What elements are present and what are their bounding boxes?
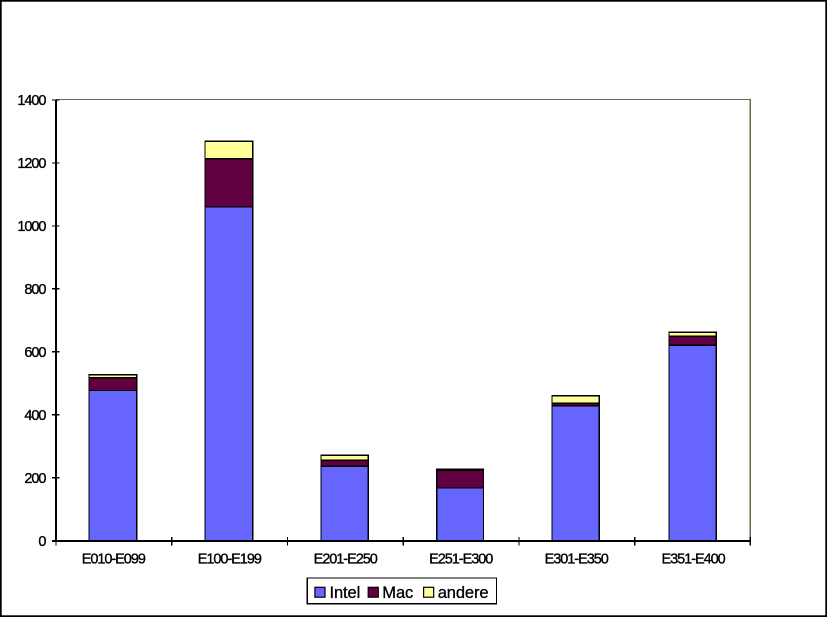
svg-text:andere: andere (438, 584, 489, 602)
svg-text:400: 400 (24, 408, 46, 424)
svg-text:E201-E250: E201-E250 (314, 552, 378, 568)
svg-text:1000: 1000 (17, 219, 46, 235)
svg-text:E100-E199: E100-E199 (198, 552, 262, 568)
svg-text:600: 600 (24, 345, 46, 361)
svg-text:Mac: Mac (382, 584, 413, 602)
svg-text:E351-E400: E351-E400 (662, 552, 726, 568)
svg-text:E010-E099: E010-E099 (82, 552, 146, 568)
svg-text:E251-E300: E251-E300 (429, 552, 493, 568)
svg-text:200: 200 (24, 471, 46, 487)
svg-text:1200: 1200 (17, 156, 46, 172)
svg-text:800: 800 (24, 282, 46, 298)
svg-text:E301-E350: E301-E350 (545, 552, 609, 568)
svg-text:0: 0 (38, 534, 46, 550)
svg-text:Intel: Intel (330, 584, 361, 602)
svg-text:1400: 1400 (17, 93, 46, 109)
